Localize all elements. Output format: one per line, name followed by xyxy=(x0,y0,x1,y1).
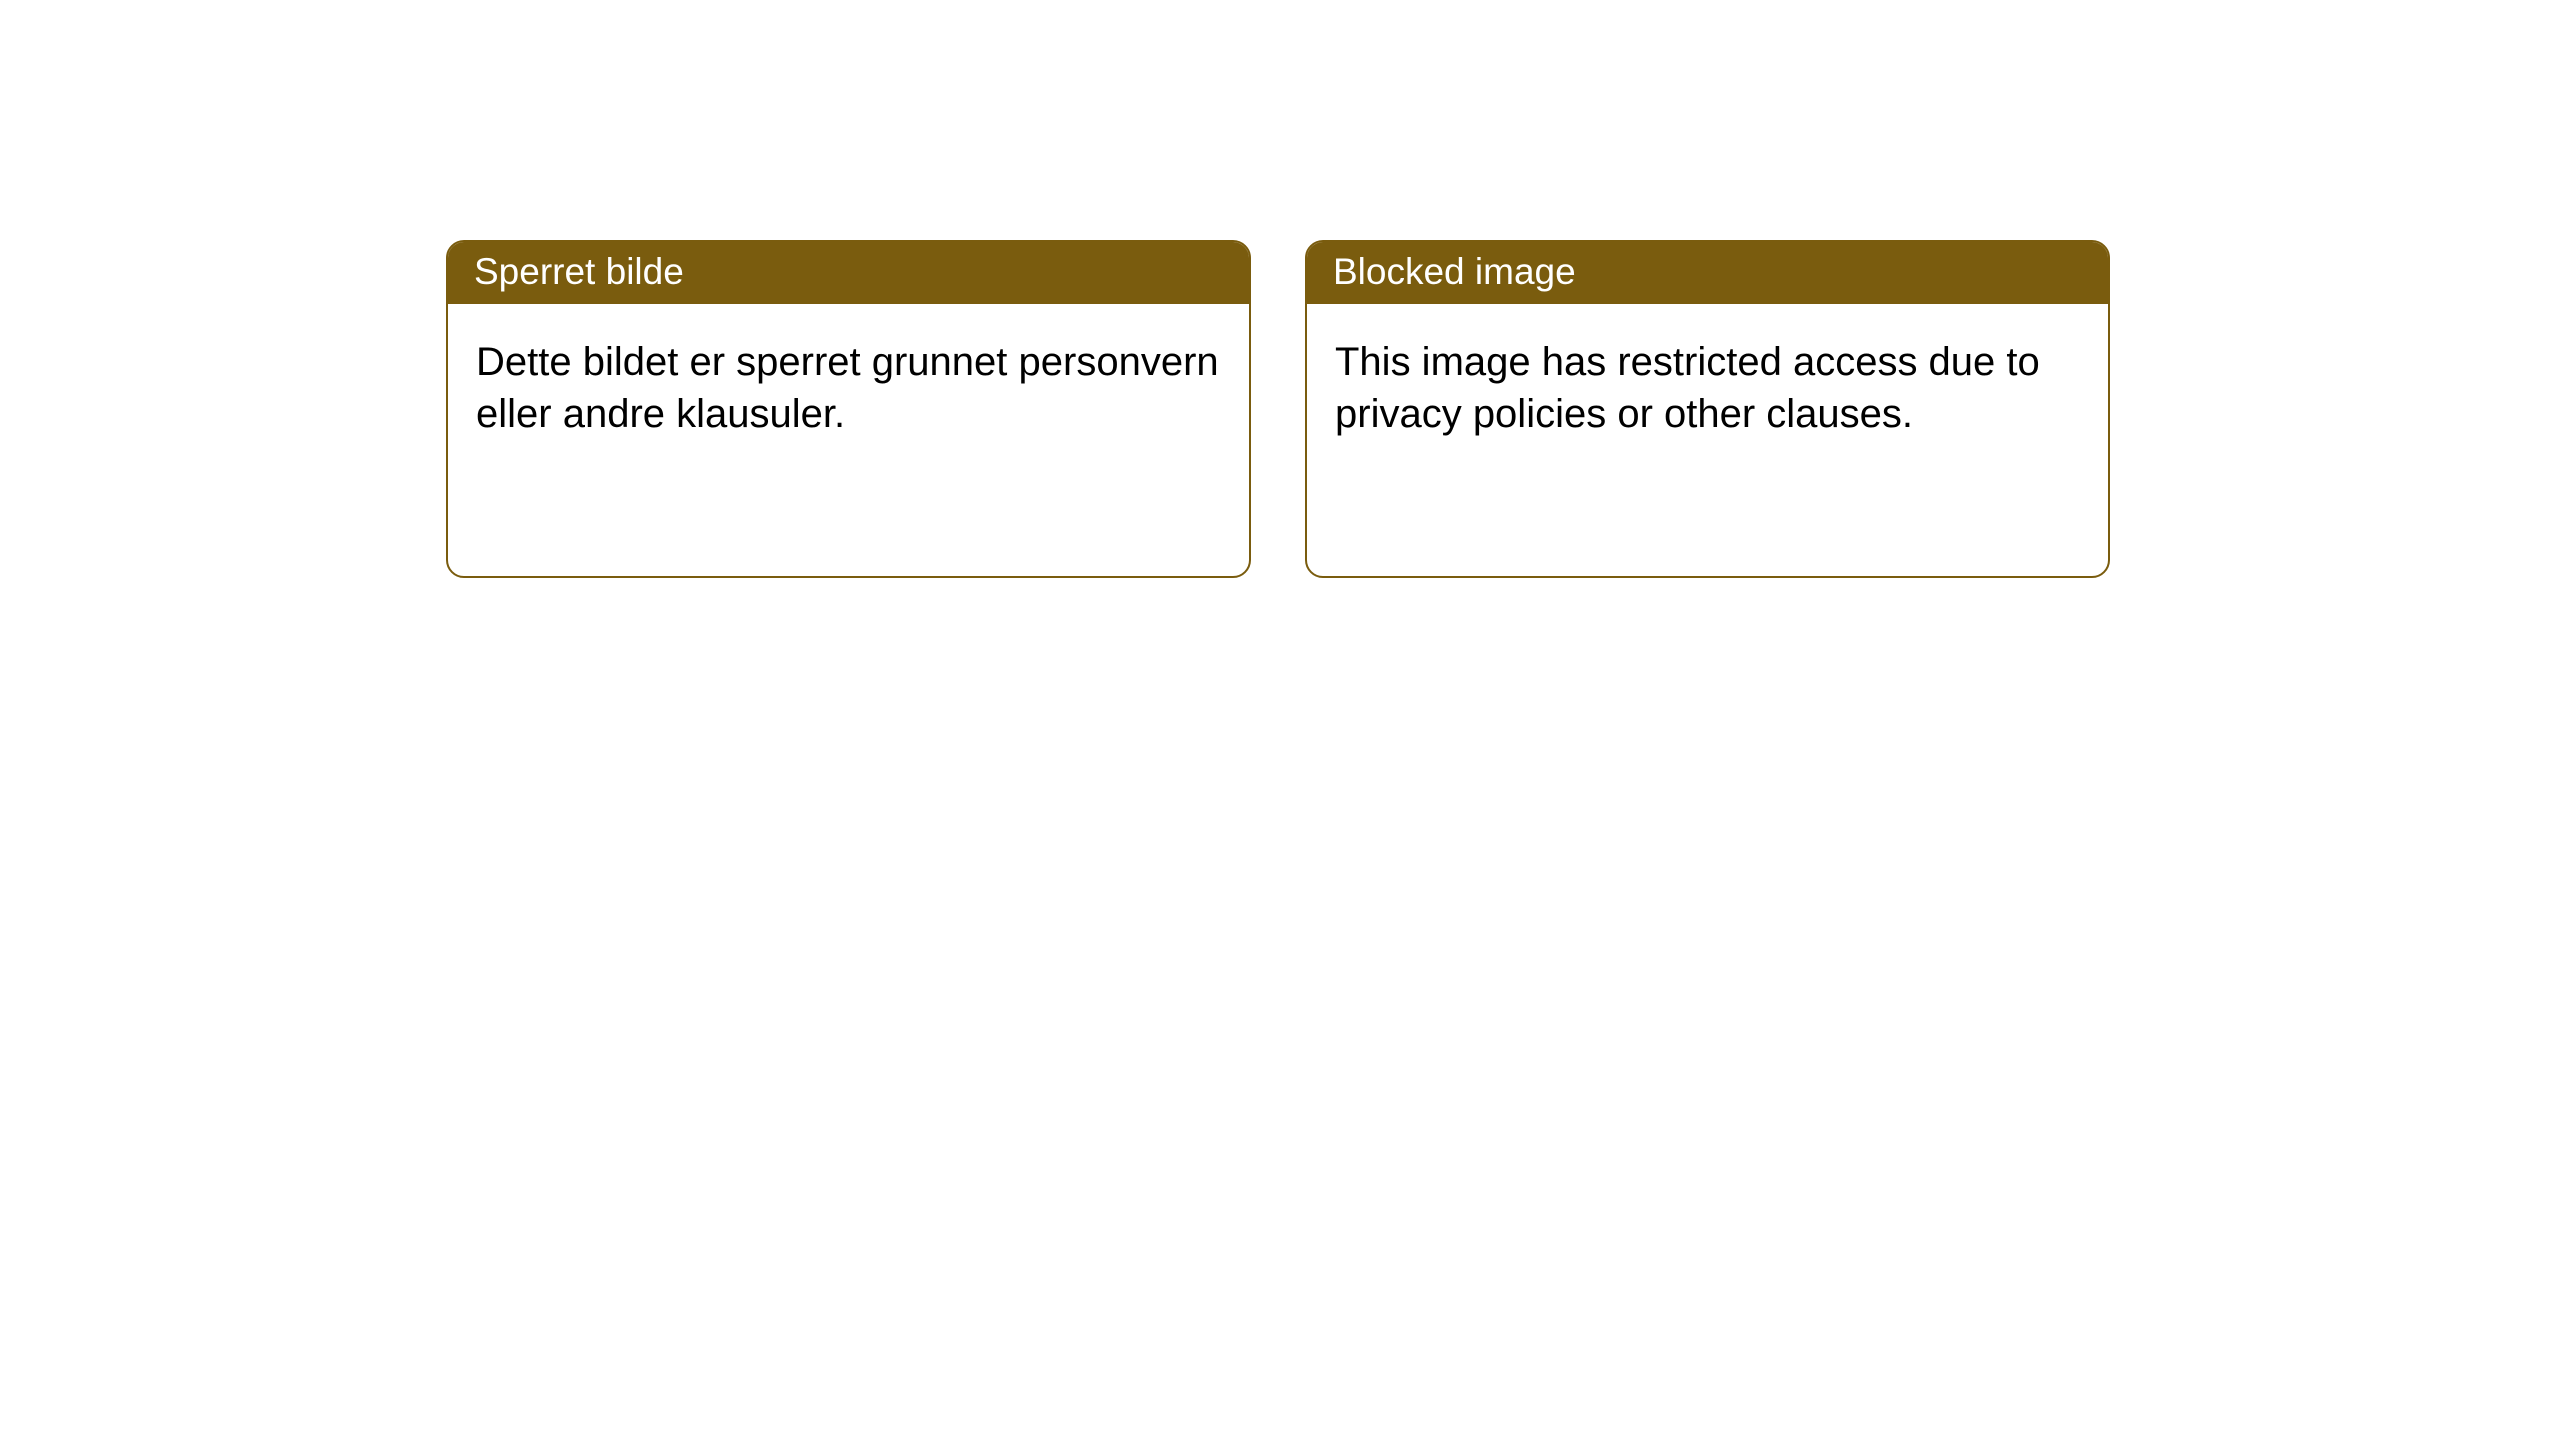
notice-container: Sperret bilde Dette bildet er sperret gr… xyxy=(0,0,2560,578)
blocked-image-card-no: Sperret bilde Dette bildet er sperret gr… xyxy=(446,240,1251,578)
card-header-en: Blocked image xyxy=(1307,242,2108,304)
card-body-en: This image has restricted access due to … xyxy=(1307,304,2108,472)
card-header-no: Sperret bilde xyxy=(448,242,1249,304)
card-body-no: Dette bildet er sperret grunnet personve… xyxy=(448,304,1249,472)
blocked-image-card-en: Blocked image This image has restricted … xyxy=(1305,240,2110,578)
